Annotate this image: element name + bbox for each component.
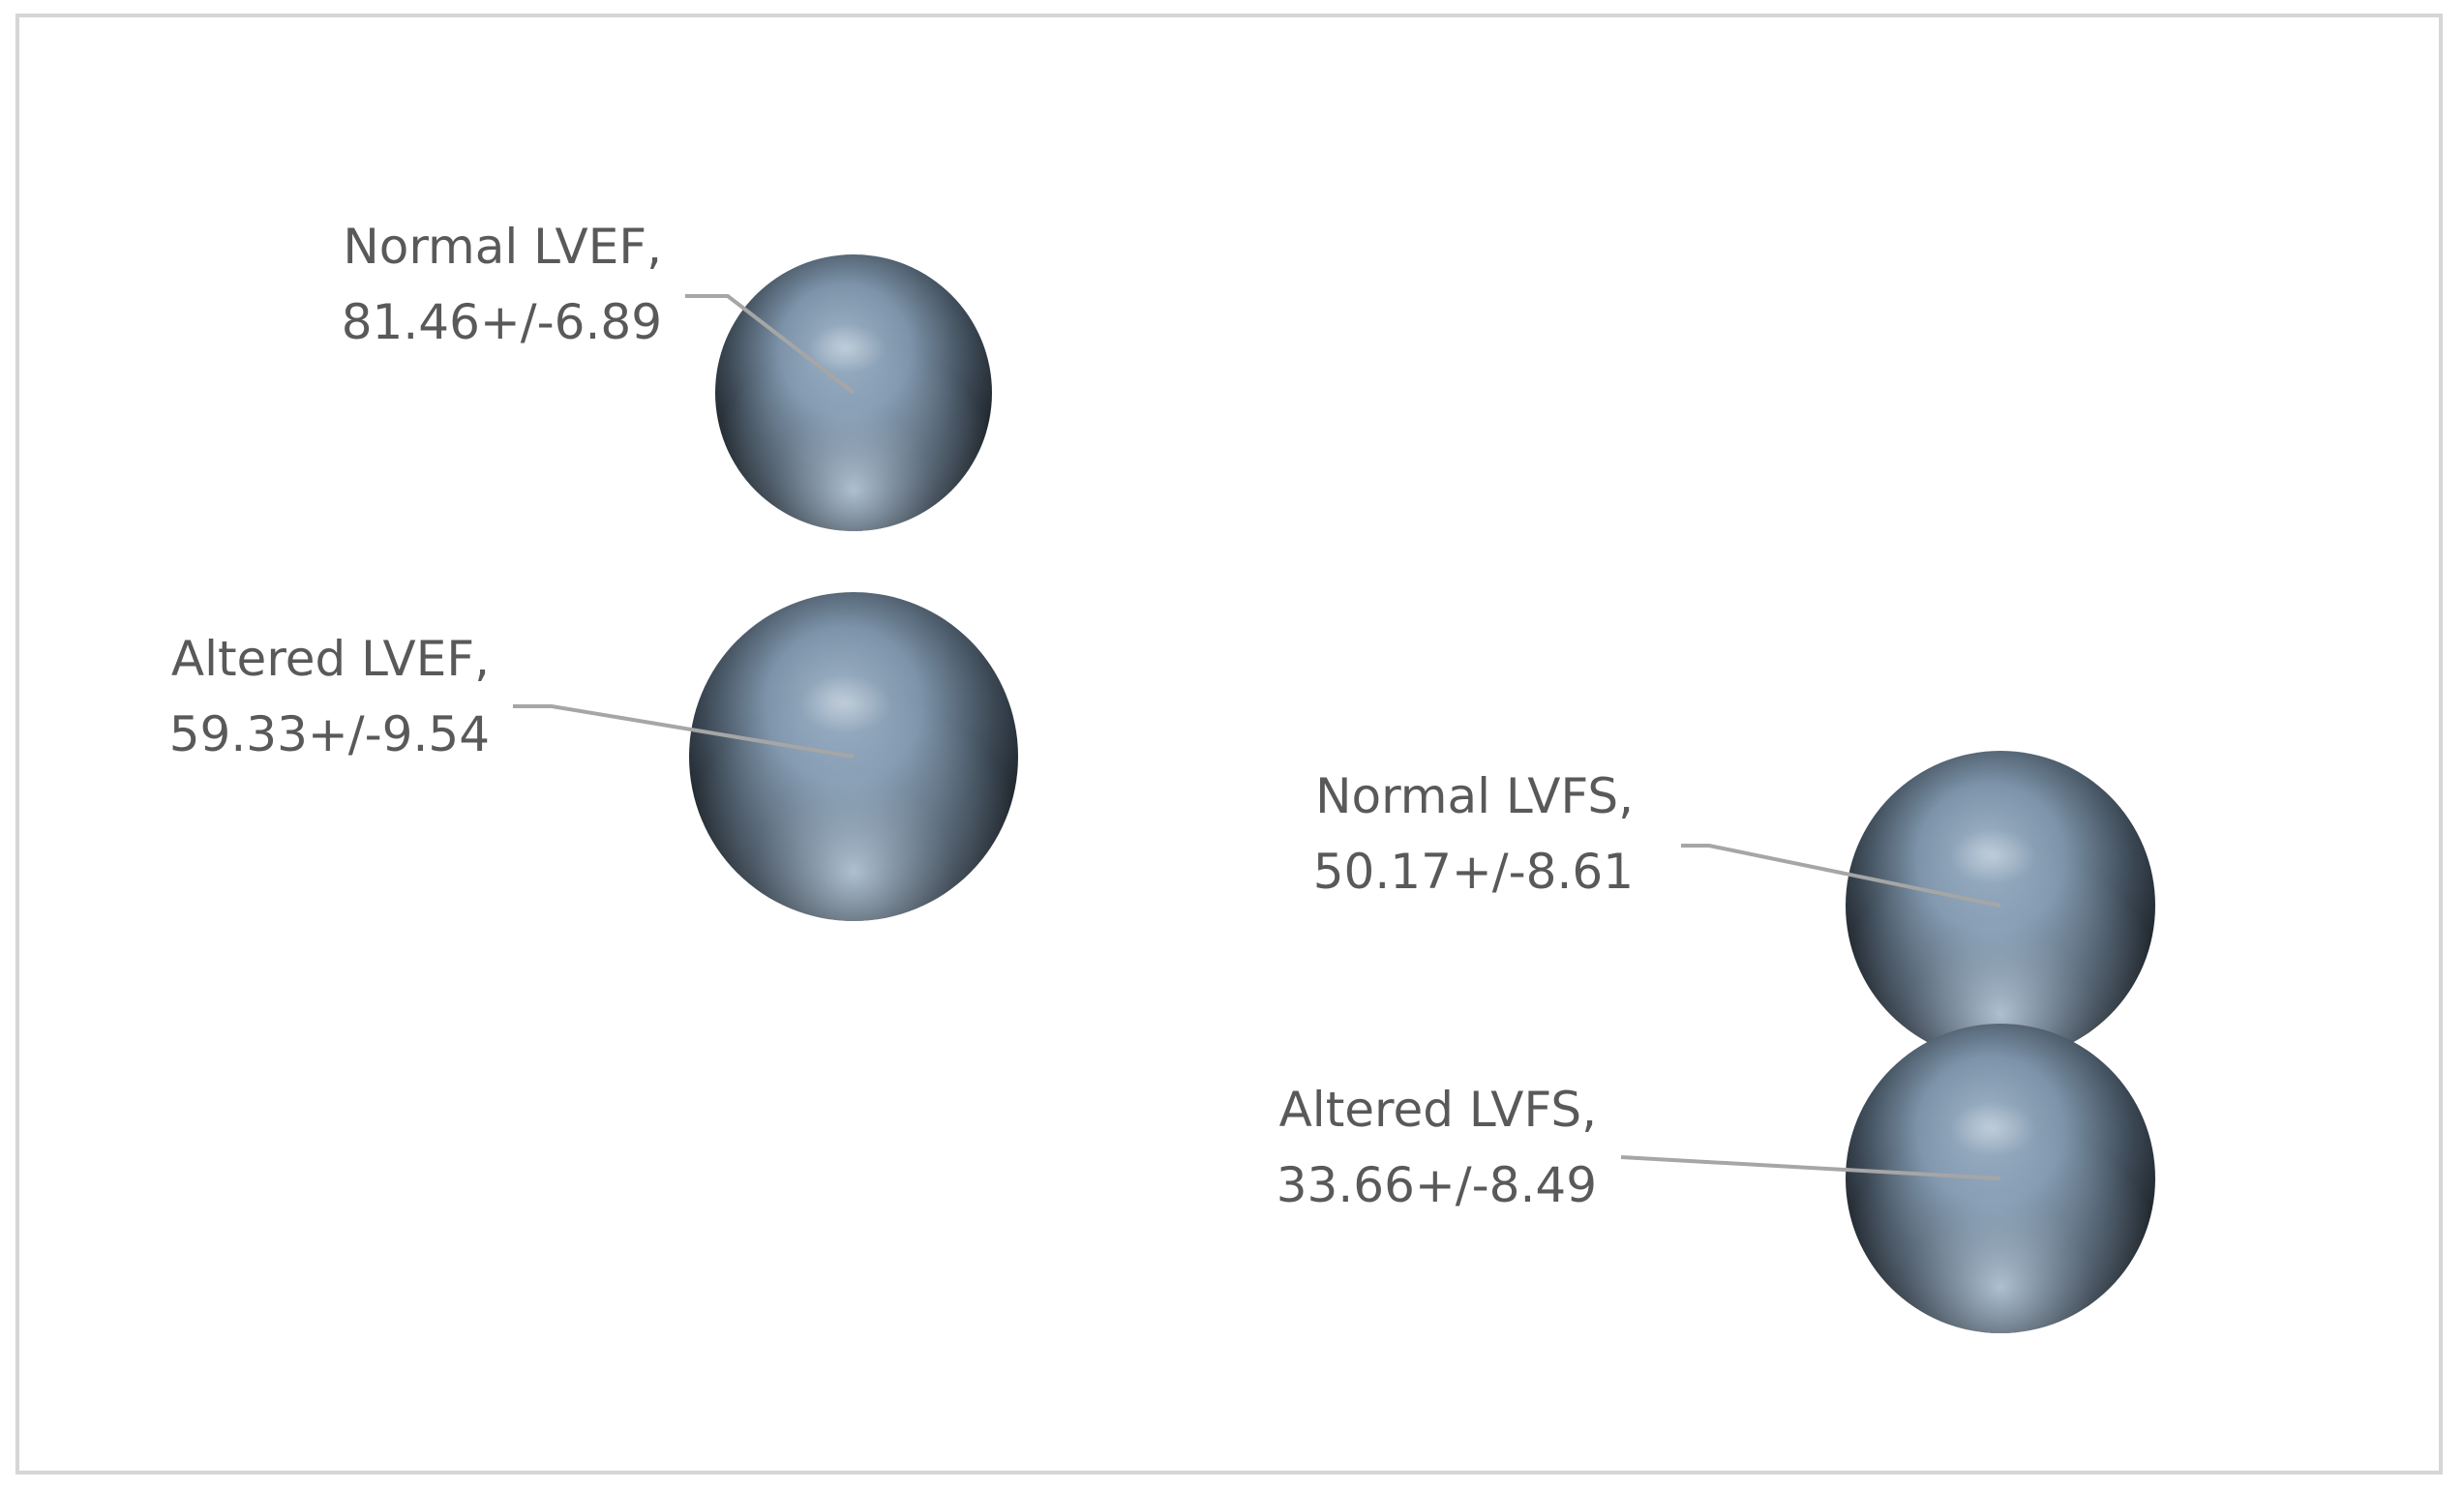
bubble-highlight	[1949, 828, 2036, 884]
data-label-altered-lvef-value: 59.33+/-9.54	[169, 706, 490, 762]
data-label-normal-lvfs-value: 50.17+/-8.61	[1313, 844, 1634, 900]
bubble-highlight	[798, 674, 892, 734]
data-label-altered-lvef-name: Altered LVEF,	[171, 631, 490, 687]
leader-line-altered-lvfs	[1620, 1155, 2001, 1180]
data-label-normal-lvef-value: 81.46+/-6.89	[342, 294, 662, 350]
leader-line-normal-lvfs	[1681, 844, 2001, 908]
bubble-highlight	[807, 323, 886, 373]
leader-lines-layer	[513, 294, 2001, 1180]
data-label-altered-lvfs-name: Altered LVFS,	[1279, 1082, 1597, 1138]
bubble-highlight	[1949, 1101, 2036, 1157]
data-label-altered-lvfs-value: 33.66+/-8.49	[1277, 1157, 1597, 1213]
leader-line-altered-lvef	[513, 704, 855, 759]
data-labels-layer: Normal LVEF, 81.46+/-6.89 Altered LVEF, 59.…	[169, 219, 1634, 1213]
data-label-normal-lvef-name: Normal LVEF,	[343, 219, 662, 275]
data-label-normal-lvfs-name: Normal LVFS,	[1315, 768, 1634, 824]
leader-line-normal-lvef	[685, 294, 856, 395]
